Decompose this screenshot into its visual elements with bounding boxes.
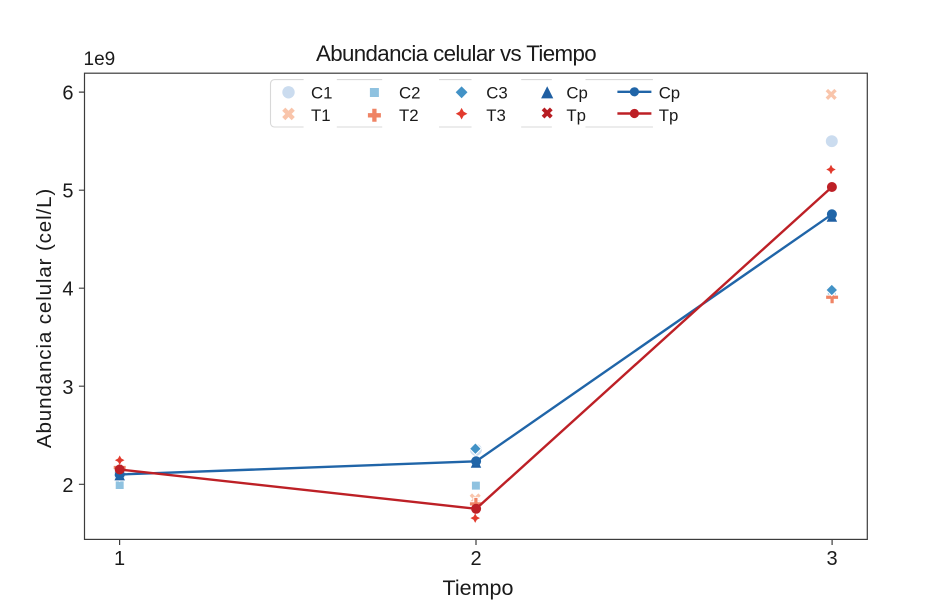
svg-text:6: 6 — [62, 83, 73, 105]
svg-text:Tiempo: Tiempo — [443, 576, 514, 600]
svg-text:Abundancia celular vs Tiempo: Abundancia celular vs Tiempo — [316, 41, 596, 66]
svg-text:C3: C3 — [486, 83, 507, 102]
svg-text:2: 2 — [62, 475, 73, 497]
svg-text:T2: T2 — [399, 106, 419, 125]
svg-text:T1: T1 — [311, 106, 331, 125]
svg-text:T3: T3 — [486, 106, 506, 125]
svg-text:1e9: 1e9 — [84, 49, 116, 70]
svg-text:1: 1 — [114, 548, 125, 570]
svg-text:Abundancia celular (cel/L): Abundancia celular (cel/L) — [33, 188, 56, 448]
svg-text:Tp: Tp — [566, 106, 586, 125]
svg-text:C2: C2 — [399, 83, 420, 102]
svg-text:4: 4 — [62, 279, 73, 301]
svg-text:Cp: Cp — [566, 83, 587, 102]
svg-text:2: 2 — [470, 548, 481, 570]
svg-text:3: 3 — [827, 548, 838, 570]
svg-text:5: 5 — [62, 181, 73, 203]
svg-text:Cp: Cp — [659, 83, 680, 102]
svg-text:Tp: Tp — [659, 106, 679, 125]
svg-text:3: 3 — [62, 377, 73, 399]
svg-text:C1: C1 — [311, 83, 332, 102]
